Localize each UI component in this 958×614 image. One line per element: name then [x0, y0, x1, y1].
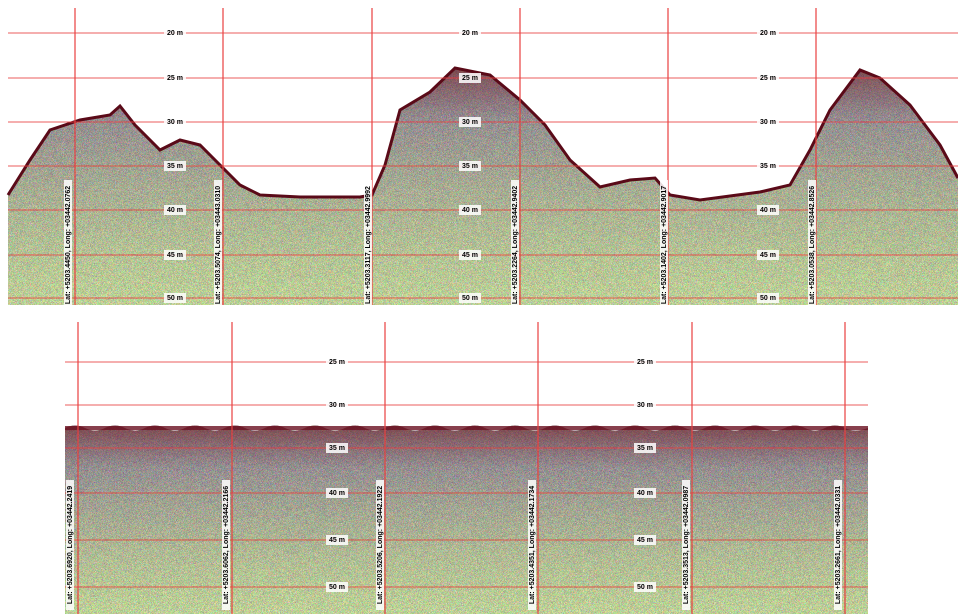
depth-label-box — [757, 28, 779, 38]
marker-label: Lat: +5203.4351, Long: +03442.1734 — [529, 486, 536, 604]
depth-label-box — [326, 357, 348, 367]
marker-label: Lat: +5203.6920, Long: +03442.2419 — [67, 486, 74, 604]
depth-label-box — [459, 28, 481, 38]
depth-label: 35 m — [760, 163, 776, 170]
depth-label: 50 m — [760, 295, 776, 302]
depth-label-box — [459, 161, 481, 171]
depth-label-box — [326, 400, 348, 410]
marker-label-box — [64, 180, 72, 310]
depth-label: 25 m — [462, 75, 478, 82]
depth-label-box — [326, 443, 348, 453]
depth-label-box — [459, 73, 481, 83]
marker-label: Lat: +5203.5206, Long: +03442.1922 — [377, 486, 384, 604]
depth-label: 30 m — [167, 119, 183, 126]
marker-label: Lat: +5203.1402, Long: +03442.9017 — [661, 186, 668, 304]
depth-label-box — [634, 357, 656, 367]
marker-label: Lat: +5203.3117, Long: +03442.9992 — [365, 186, 372, 304]
depth-label: 35 m — [167, 163, 183, 170]
depth-label-box — [164, 73, 186, 83]
depth-label-box — [634, 443, 656, 453]
marker-label: Lat: +5203.0538, Long: +03442.8526 — [809, 186, 816, 304]
depth-label: 20 m — [462, 30, 478, 37]
depth-label-box — [757, 250, 779, 260]
depth-label: 30 m — [329, 402, 345, 409]
depth-label-box — [634, 582, 656, 592]
labels: 20 m 20 m 20 m 25 m 25 m 25 m 30 m 30 m 30 m 35 m… — [64, 28, 842, 610]
marker-label-box — [222, 480, 230, 610]
depth-label-box — [164, 293, 186, 303]
depth-label-box — [164, 117, 186, 127]
depth-label-box — [164, 161, 186, 171]
marker-label: Lat: +5203.4450, Long: +03442.0762 — [65, 186, 72, 304]
depth-label: 30 m — [760, 119, 776, 126]
depth-label: 20 m — [760, 30, 776, 37]
depth-label: 50 m — [637, 584, 653, 591]
top-seabed — [6, 66, 958, 202]
depth-label-box — [757, 117, 779, 127]
marker-label: Lat: +5203.6062, Long: +03442.2166 — [223, 486, 230, 604]
marker-label-box — [834, 480, 842, 610]
depth-label-box — [634, 400, 656, 410]
depth-label: 20 m — [167, 30, 183, 37]
depth-label-box — [164, 250, 186, 260]
depth-label-box — [757, 161, 779, 171]
depth-label-box — [326, 582, 348, 592]
depth-label: 50 m — [167, 295, 183, 302]
marker-label: Lat: +5203.5074, Long: +03443.0310 — [215, 186, 222, 304]
depth-label: 40 m — [760, 207, 776, 214]
depth-label-box — [634, 488, 656, 498]
depth-label: 40 m — [637, 490, 653, 497]
depth-label: 45 m — [329, 537, 345, 544]
depth-label-box — [757, 293, 779, 303]
marker-label-box — [376, 480, 384, 610]
depth-label: 25 m — [167, 75, 183, 82]
marker-label: Lat: +5203.2661, Long: +03442.0331 — [835, 486, 842, 604]
depth-label-box — [634, 535, 656, 545]
marker-label-box — [364, 180, 372, 310]
marker-label: Lat: +5203.3513, Long: +03442.0987 — [683, 486, 690, 604]
marker-label-box — [660, 180, 668, 310]
depth-label: 50 m — [462, 295, 478, 302]
depth-label: 35 m — [637, 445, 653, 452]
depth-label: 35 m — [329, 445, 345, 452]
depth-label-box — [326, 488, 348, 498]
marker-label-box — [214, 180, 222, 310]
depth-label: 40 m — [329, 490, 345, 497]
depth-label: 40 m — [462, 207, 478, 214]
depth-label-box — [164, 28, 186, 38]
depth-label-box — [459, 117, 481, 127]
depth-label: 30 m — [462, 119, 478, 126]
bottom-surface — [65, 426, 868, 430]
depth-label-box — [326, 535, 348, 545]
bottom-echo — [65, 425, 868, 614]
marker-label-box — [511, 180, 519, 310]
marker-label-box — [66, 480, 74, 610]
depth-label-box — [459, 293, 481, 303]
depth-label-box — [164, 205, 186, 215]
depth-label: 25 m — [760, 75, 776, 82]
depth-label: 25 m — [637, 359, 653, 366]
depth-label: 45 m — [760, 252, 776, 259]
depth-label-box — [757, 205, 779, 215]
depth-label: 45 m — [167, 252, 183, 259]
marker-label-box — [528, 480, 536, 610]
depth-label: 25 m — [329, 359, 345, 366]
depth-label-box — [757, 73, 779, 83]
depth-label: 40 m — [167, 207, 183, 214]
depth-label: 50 m — [329, 584, 345, 591]
depth-label-box — [459, 250, 481, 260]
depth-label: 35 m — [462, 163, 478, 170]
marker-label-box — [808, 180, 816, 310]
depth-label: 45 m — [462, 252, 478, 259]
depth-label-box — [459, 205, 481, 215]
marker-label: Lat: +5203.2264, Long: +03442.9402 — [512, 186, 519, 304]
depth-label: 30 m — [637, 402, 653, 409]
marker-label-box — [682, 480, 690, 610]
depth-label: 45 m — [637, 537, 653, 544]
